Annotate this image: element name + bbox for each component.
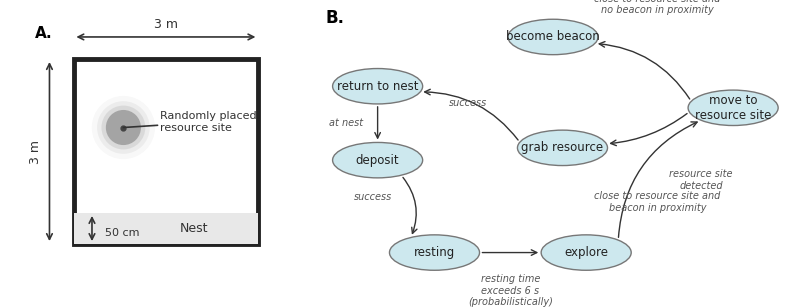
Text: A.: A.	[35, 26, 52, 41]
Text: 50 cm: 50 cm	[105, 228, 139, 238]
Text: B.: B.	[325, 9, 344, 27]
Text: return to nest: return to nest	[337, 80, 419, 93]
Text: deposit: deposit	[356, 154, 400, 167]
Bar	[73, 59, 258, 244]
Ellipse shape	[389, 235, 480, 270]
Text: resource site
detected: resource site detected	[669, 169, 732, 191]
Text: become beacon: become beacon	[506, 30, 600, 43]
Text: close to resource site and
no beacon in proximity: close to resource site and no beacon in …	[594, 0, 720, 15]
Text: Randomly placed
resource site: Randomly placed resource site	[123, 111, 257, 133]
Ellipse shape	[688, 90, 778, 126]
Text: move to
resource site: move to resource site	[695, 94, 771, 122]
Text: grab resource: grab resource	[521, 141, 604, 154]
Text: 3 m: 3 m	[154, 18, 178, 31]
Ellipse shape	[508, 19, 598, 55]
Text: Nest: Nest	[179, 222, 208, 235]
Text: 3 m: 3 m	[29, 140, 42, 164]
Ellipse shape	[517, 130, 608, 166]
Text: close to resource site and
beacon in proximity: close to resource site and beacon in pro…	[594, 191, 720, 213]
Ellipse shape	[333, 68, 423, 104]
Circle shape	[92, 96, 155, 159]
Circle shape	[101, 106, 145, 149]
Text: success: success	[449, 98, 487, 108]
Circle shape	[97, 101, 150, 154]
Text: at nest: at nest	[329, 118, 363, 128]
Text: resting time
exceeds 6 s
(probabilistically): resting time exceeds 6 s (probabilistica…	[468, 274, 553, 307]
Ellipse shape	[333, 142, 423, 178]
Text: resting: resting	[414, 246, 455, 259]
Ellipse shape	[541, 235, 631, 270]
Bar	[73, 213, 258, 244]
Text: explore: explore	[564, 246, 608, 259]
Text: success: success	[354, 192, 392, 202]
Circle shape	[106, 110, 141, 145]
